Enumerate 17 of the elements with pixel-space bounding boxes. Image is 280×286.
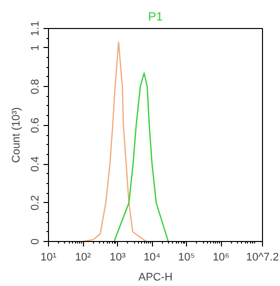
x-tick-label: 10¹ [40,252,57,264]
y-tick-label: 0.2 [30,195,42,210]
x-tick-label: 10⁴ [144,252,161,264]
y-tick-label: 0.4 [30,156,42,172]
text: P1 [148,10,164,24]
y-tick-label: 1.1 [30,20,42,36]
x-tick-label: 10⁶ [212,252,230,264]
x-tick-label: 10⁵ [178,252,195,264]
x-tick-label: 10^7.2 [246,252,279,264]
y-tick-label: 0.8 [30,78,42,94]
x-tick-label: 10³ [110,252,126,264]
y-tick-label: 0 [30,238,42,245]
y-tick-label: 1 [30,44,42,51]
x-tick-label: 10² [75,252,92,264]
y-axis-title: Count (10³) [10,107,22,163]
x-axis-title: APC-H [138,272,173,284]
y-tick-label: 0.6 [30,118,42,133]
